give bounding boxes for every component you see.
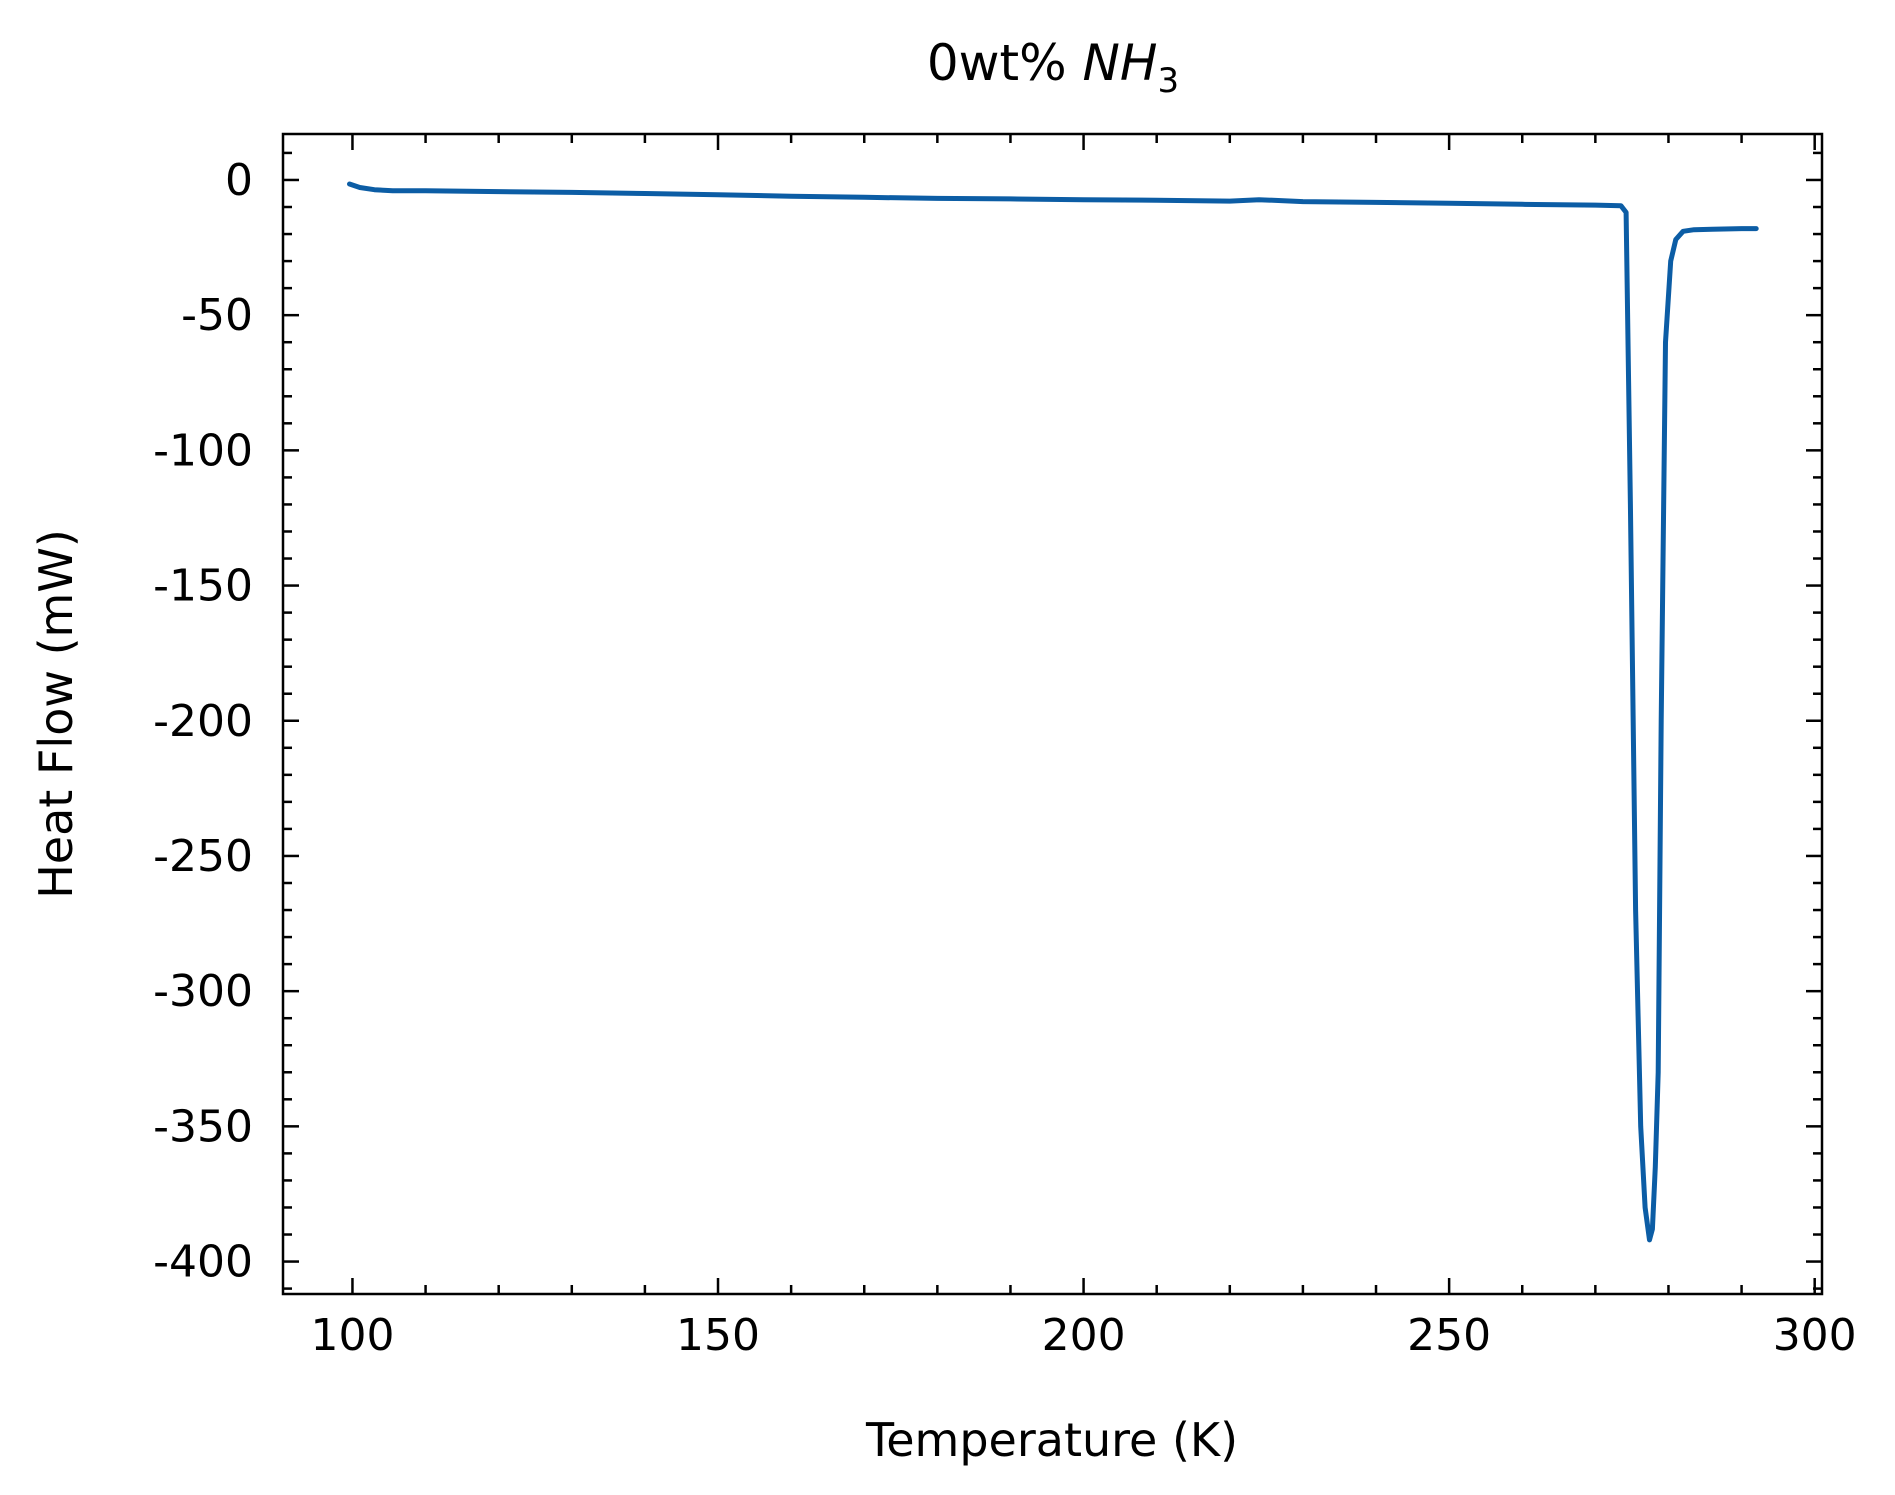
chart-title: 0wt% NH3 <box>927 34 1179 101</box>
y-tick-label: -400 <box>153 1237 253 1288</box>
y-tick-label: -300 <box>153 966 253 1017</box>
y-tick-label: -350 <box>153 1101 253 1152</box>
y-tick-label: -50 <box>181 290 253 341</box>
chart-title-formula: NH <box>1083 34 1158 92</box>
y-tick-labels: 0 -50 -100 -150 -200 -250 -300 -350 -400 <box>153 155 253 1288</box>
x-tick-label: 250 <box>1407 1310 1491 1361</box>
y-tick-label: -200 <box>153 696 253 747</box>
chart-title-subscript: 3 <box>1158 61 1180 101</box>
x-tick-labels: 100 150 200 250 300 <box>310 1310 1856 1361</box>
series-layer <box>347 181 1759 1243</box>
axis-ticks <box>283 134 1822 1294</box>
chart-title-prefix: 0wt% <box>927 34 1083 92</box>
y-tick-label: 0 <box>225 155 253 206</box>
x-tick-label: 150 <box>676 1310 760 1361</box>
y-tick-label: -150 <box>153 561 253 612</box>
x-tick-label: 300 <box>1773 1310 1857 1361</box>
plot-frame <box>281 132 1824 1296</box>
y-tick-label: -250 <box>153 831 253 882</box>
y-axis-label: Heat Flow (mW) <box>29 529 83 899</box>
series-line <box>347 181 1759 1243</box>
x-axis-label: Temperature (K) <box>865 1413 1238 1467</box>
x-tick-label: 100 <box>310 1310 394 1361</box>
y-tick-label: -100 <box>153 425 253 476</box>
x-tick-label: 200 <box>1042 1310 1126 1361</box>
